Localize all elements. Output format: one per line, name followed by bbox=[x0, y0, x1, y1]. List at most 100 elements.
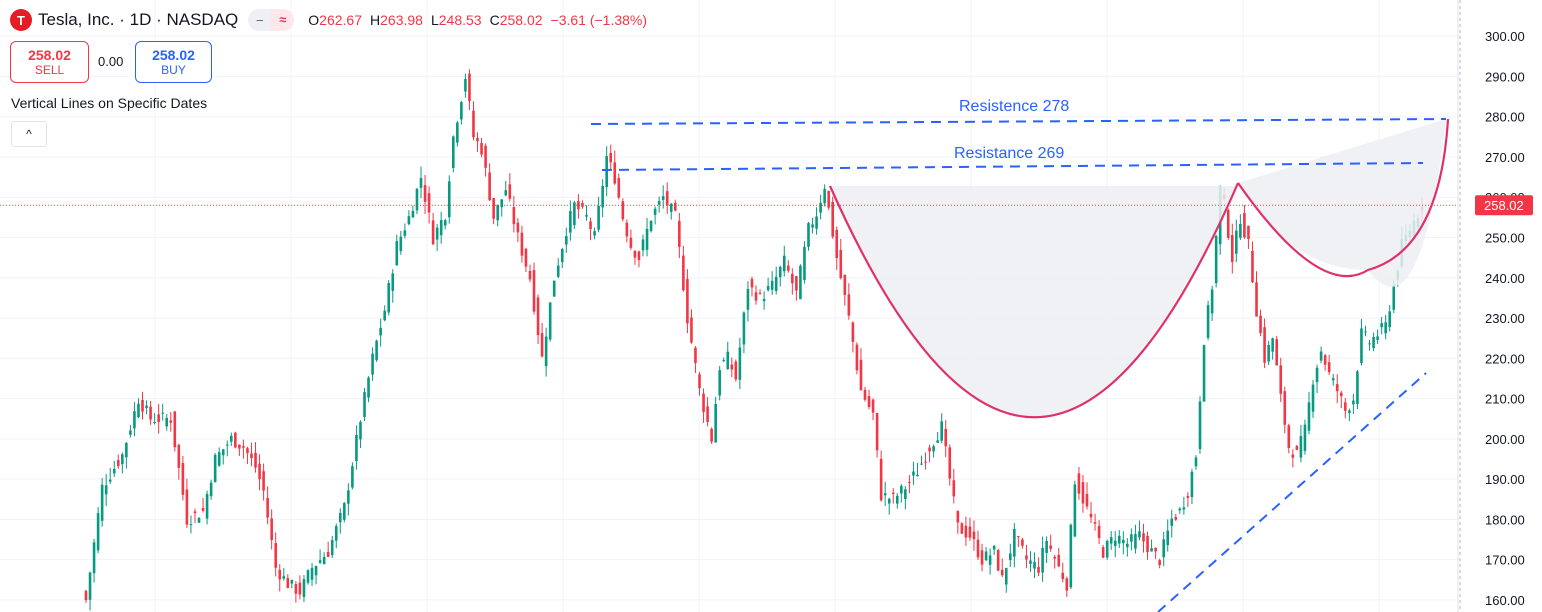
candle-body bbox=[649, 220, 653, 232]
candle-body bbox=[1037, 566, 1040, 573]
last-price-tag bbox=[1475, 195, 1533, 216]
candle-body bbox=[100, 484, 104, 521]
candle-body bbox=[512, 207, 516, 225]
candle-body bbox=[266, 498, 269, 518]
candle-body bbox=[770, 280, 774, 290]
candle-body bbox=[294, 583, 298, 594]
candle-body bbox=[730, 364, 734, 370]
candle-body bbox=[1000, 569, 1004, 576]
visibility-toggle[interactable]: − ≈ bbox=[248, 9, 295, 31]
y-tick-label: 210.00 bbox=[1485, 392, 1525, 407]
candle-body bbox=[952, 480, 956, 497]
candle-body bbox=[1206, 305, 1210, 338]
resistance-label-269: Resistance 269 bbox=[954, 145, 1064, 162]
y-tick-label: 190.00 bbox=[1485, 472, 1525, 487]
candle-body bbox=[439, 220, 443, 236]
candle-body bbox=[819, 202, 822, 213]
candle-body bbox=[879, 458, 883, 501]
candle-body bbox=[698, 374, 701, 389]
sell-button[interactable]: 258.02 SELL bbox=[10, 41, 89, 83]
candle-body bbox=[387, 283, 391, 313]
candle-body bbox=[1045, 540, 1048, 553]
candle-body bbox=[1311, 384, 1315, 412]
cup-fill bbox=[830, 183, 1238, 418]
candle-body bbox=[104, 485, 108, 495]
candle-body bbox=[738, 347, 742, 380]
wave-icon[interactable]: ≈ bbox=[271, 9, 295, 31]
candle-body bbox=[1339, 392, 1343, 397]
candle-body bbox=[916, 474, 919, 477]
candle-body bbox=[988, 555, 992, 565]
candle-body bbox=[799, 265, 802, 300]
candle-body bbox=[383, 310, 386, 321]
candle-body bbox=[665, 191, 669, 206]
candle-body bbox=[1303, 424, 1307, 451]
candle-body bbox=[843, 274, 847, 295]
candle-body bbox=[569, 211, 572, 233]
symbol-title[interactable]: Tesla, Inc. · 1D · NASDAQ bbox=[38, 10, 239, 29]
buy-button[interactable]: 258.02 BUY bbox=[135, 41, 212, 83]
candle-body bbox=[1360, 328, 1363, 364]
candle-body bbox=[887, 498, 891, 504]
candle-body bbox=[1041, 547, 1044, 573]
candle-body bbox=[1049, 545, 1052, 549]
buy-label: BUY bbox=[161, 63, 186, 77]
candle-body bbox=[173, 411, 177, 448]
candle-body bbox=[544, 336, 548, 367]
candle-body bbox=[330, 540, 334, 556]
candle-body bbox=[1247, 225, 1250, 239]
candle-body bbox=[153, 422, 156, 424]
candle-body bbox=[1105, 540, 1109, 558]
candle-body bbox=[1186, 495, 1190, 498]
candle-body bbox=[811, 224, 814, 228]
candle-body bbox=[1243, 213, 1246, 238]
candle-body bbox=[904, 489, 907, 499]
indicator-title[interactable]: Vertical Lines on Specific Dates bbox=[11, 95, 208, 111]
candle-body bbox=[141, 399, 144, 412]
last-price-value: 258.02 bbox=[1484, 198, 1524, 213]
y-tick-label: 180.00 bbox=[1485, 512, 1525, 527]
candle-body bbox=[427, 193, 431, 213]
candle-body bbox=[722, 360, 726, 362]
candle-body bbox=[766, 286, 770, 291]
candle-body bbox=[617, 178, 621, 198]
candle-body bbox=[762, 298, 766, 302]
candle-body bbox=[472, 110, 475, 138]
sell-label: SELL bbox=[34, 63, 65, 77]
tesla-logo-icon: T bbox=[10, 9, 32, 31]
candle-body bbox=[1344, 402, 1347, 411]
candle-body bbox=[706, 406, 709, 422]
candle-body bbox=[314, 566, 318, 576]
candle-body bbox=[577, 201, 580, 210]
y-tick-label: 270.00 bbox=[1485, 150, 1525, 165]
candle-body bbox=[710, 428, 713, 442]
minus-icon[interactable]: − bbox=[255, 12, 264, 28]
candle-body bbox=[742, 312, 746, 345]
y-tick-label: 160.00 bbox=[1485, 593, 1525, 608]
collapse-button[interactable]: ^ bbox=[11, 121, 47, 147]
candle-body bbox=[540, 333, 544, 357]
y-tick-label: 290.00 bbox=[1485, 69, 1525, 84]
candle-body bbox=[964, 525, 968, 538]
candle-body bbox=[504, 190, 508, 196]
candle-body bbox=[835, 229, 839, 258]
candle-body bbox=[302, 579, 306, 598]
candle-body bbox=[1364, 331, 1367, 333]
candle-body bbox=[891, 492, 895, 494]
candle-body bbox=[193, 511, 197, 514]
candle-body bbox=[516, 222, 520, 233]
candle-body bbox=[673, 202, 677, 211]
candle-body bbox=[972, 531, 976, 540]
resistance-line-278 bbox=[590, 118, 1447, 125]
candle-body bbox=[734, 361, 738, 380]
candle-body bbox=[782, 255, 786, 272]
candle-body bbox=[795, 276, 798, 291]
candle-body bbox=[217, 452, 221, 466]
candle-body bbox=[165, 417, 169, 427]
candle-body bbox=[1327, 362, 1331, 373]
candle-body bbox=[609, 152, 613, 163]
candle-body bbox=[536, 297, 540, 336]
candle-body bbox=[944, 428, 948, 447]
candle-body bbox=[1239, 224, 1242, 238]
